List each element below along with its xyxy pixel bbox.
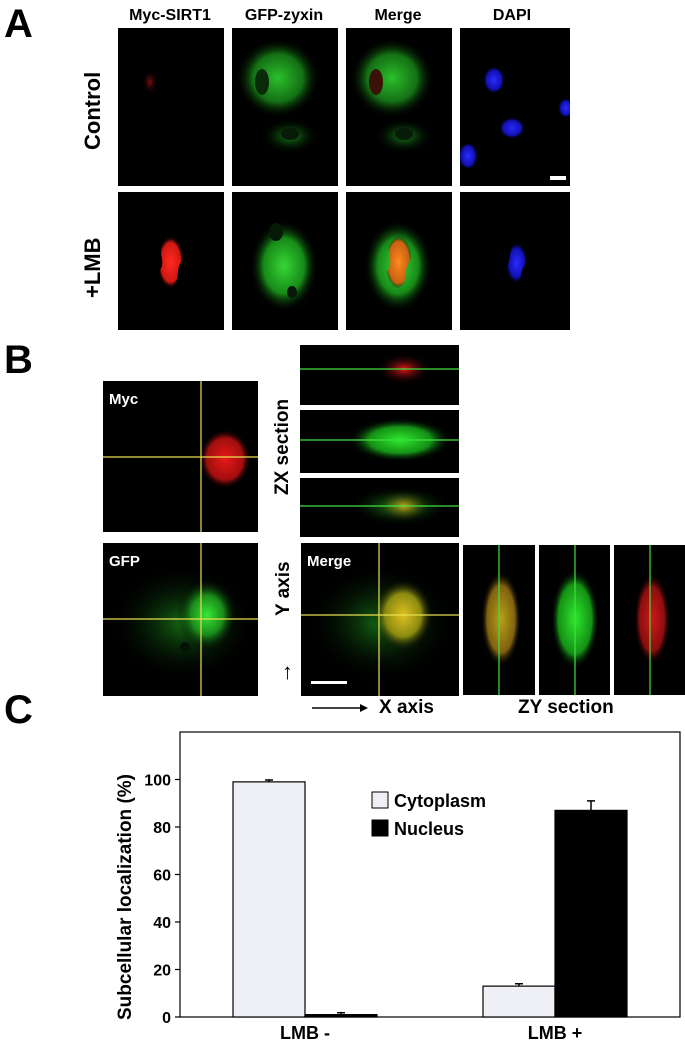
col-header-merge: Merge (374, 7, 422, 24)
zy-section-red (614, 545, 685, 695)
x-axis-label: X axis (379, 697, 434, 718)
zy-section-label: ZY section (518, 697, 614, 718)
bar-nucleus-lmb-plus (554, 809, 628, 1018)
panel-a-letter: A (4, 2, 33, 46)
lmb-myc-sirt1-image (118, 192, 224, 330)
legend-label-nucleus: Nucleus (394, 819, 464, 839)
gfp-crosshair-image: GFP (103, 543, 258, 696)
myc-crosshair-image: Myc (103, 381, 258, 532)
zx-section-red (300, 345, 459, 405)
col-header-myc-sirt1: Myc-SIRT1 (129, 7, 211, 24)
x-category-label: LMB + (528, 1023, 583, 1043)
y-tick-label: 0 (162, 1010, 171, 1027)
panel-c-letter: C (4, 688, 33, 732)
lmb-merge-image (346, 192, 452, 330)
x-category-label: LMB - (280, 1023, 330, 1043)
y-axis-title: Subcellular localization (%) (115, 774, 136, 1020)
bar-chart: 0 20 40 60 80 100 LMB - LMB + Cytoplasm Nucleus (144, 731, 681, 1043)
y-tick-label: 60 (153, 868, 171, 885)
legend-swatch-cytoplasm (371, 791, 389, 809)
control-myc-sirt1-image (118, 28, 224, 186)
lmb-dapi-image (460, 192, 570, 330)
lmb-gfp-zyxin-image (232, 192, 338, 330)
x-axis-arrow-icon (312, 701, 368, 713)
legend-label-cytoplasm: Cytoplasm (394, 791, 486, 811)
zx-section-label: ZX section (272, 398, 293, 495)
merge-label: Merge (307, 553, 352, 570)
bar-nucleus-lmb-minus (304, 1014, 378, 1018)
zx-section-green (300, 410, 459, 473)
y-axis-arrow: → (271, 662, 296, 684)
bar-cytoplasm-lmb-minus (232, 781, 306, 1018)
y-tick-label: 80 (153, 820, 171, 837)
myc-label: Myc (109, 391, 139, 408)
control-dapi-image (460, 28, 570, 186)
row-header-lmb: +LMB (80, 237, 105, 299)
y-tick-label: 20 (153, 963, 171, 980)
col-header-dapi: DAPI (492, 7, 532, 24)
row-header-control: Control (80, 71, 105, 150)
panel-b-letter: B (4, 338, 33, 382)
bar-cytoplasm-lmb-plus (482, 985, 556, 1018)
control-gfp-zyxin-image (232, 28, 338, 186)
zx-section-merge (300, 478, 459, 537)
zy-section-green (539, 545, 610, 695)
y-tick-label: 40 (153, 915, 171, 932)
merge-crosshair-image: Merge (301, 543, 459, 696)
zy-section-merge (463, 545, 535, 695)
y-axis-label: Y axis (273, 561, 294, 616)
y-tick-label: 100 (144, 773, 171, 790)
col-header-gfp-zyxin: GFP-zyxin (244, 7, 324, 24)
control-merge-image (346, 28, 452, 186)
legend-swatch-nucleus (371, 819, 389, 837)
gfp-label: GFP (109, 553, 140, 570)
